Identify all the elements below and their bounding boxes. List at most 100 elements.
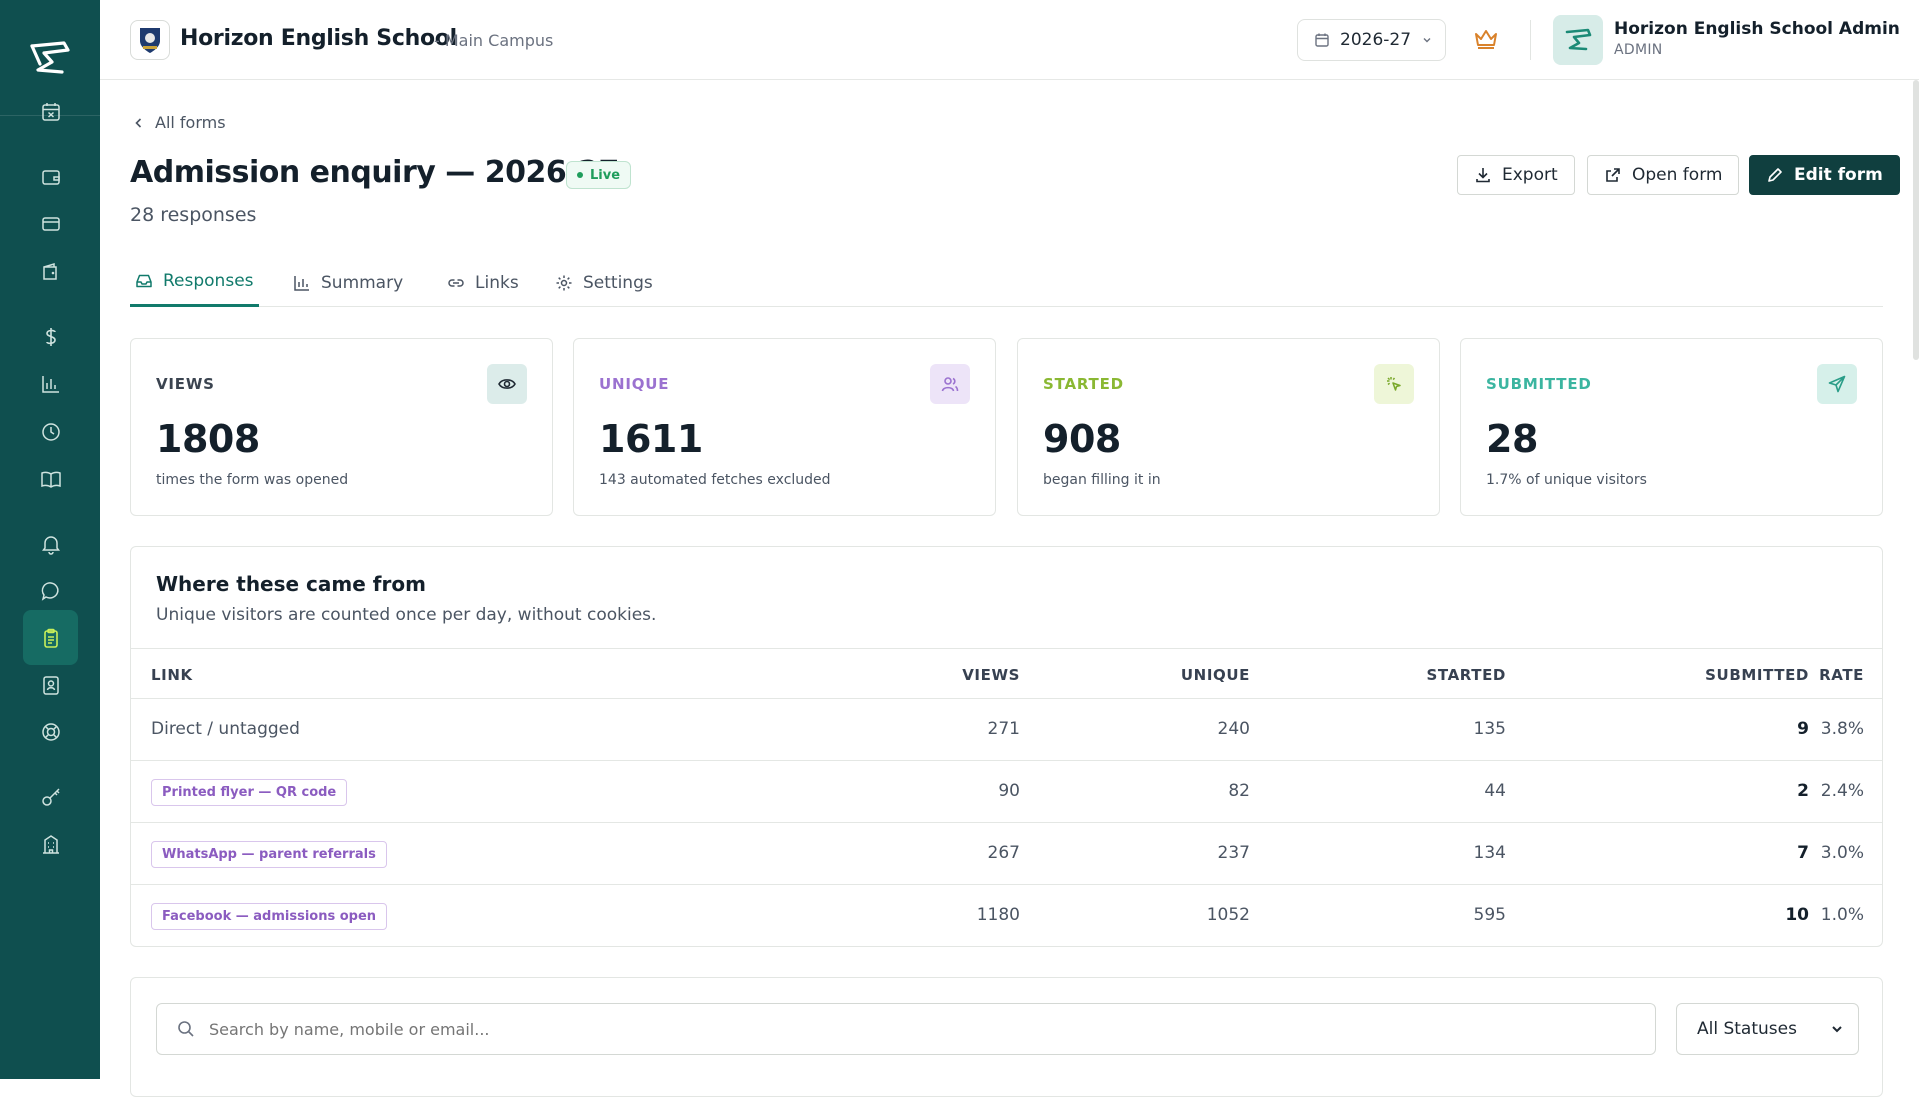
edit-form-button[interactable]: Edit form (1749, 155, 1900, 195)
school-name: Horizon English School (180, 26, 457, 51)
submitted-cell: 2 (1797, 781, 1809, 801)
search-input[interactable] (209, 1019, 1609, 1039)
col-link: LINK (151, 666, 193, 684)
sidebar-item-access[interactable] (23, 769, 78, 824)
sidebar-item-forms[interactable] (23, 610, 78, 665)
sidebar-item-reports[interactable] (23, 356, 78, 411)
stat-card-views: VIEWS 1808 times the form was opened (130, 338, 553, 516)
stat-card-started: STARTED 908 began filling it in (1017, 338, 1440, 516)
sidebar-item-wallet-2[interactable] (23, 244, 78, 299)
external-link-icon (1606, 168, 1620, 182)
views-cell: 267 (987, 843, 1020, 863)
sources-table-header: LINK VIEWS UNIQUE STARTED SUBMITTED RATE (131, 648, 1882, 699)
search-box[interactable] (156, 1003, 1656, 1055)
page-scrollbar[interactable] (1913, 80, 1919, 360)
avatar-logo-icon (1565, 28, 1592, 51)
admin-avatar[interactable] (1553, 15, 1603, 65)
status-dot (577, 172, 583, 178)
tab-responses[interactable]: Responses (130, 258, 259, 307)
download-icon (1476, 168, 1490, 183)
col-rate: RATE (1819, 666, 1864, 684)
views-cell: 90 (998, 781, 1020, 801)
credit-card-icon (41, 216, 60, 231)
sources-panel: Where these came from Unique visitors ar… (130, 546, 1883, 947)
users-icon (930, 364, 970, 404)
tab-summary-label: Summary (321, 272, 404, 293)
sidebar-item-messages[interactable] (23, 563, 78, 618)
tab-links-label: Links (475, 272, 519, 293)
status-filter-value: All Statuses (1697, 1019, 1797, 1039)
stat-label: STARTED (1043, 375, 1124, 393)
back-to-all-forms-link[interactable]: All forms (133, 113, 226, 132)
sidebar-item-admissions[interactable] (23, 657, 78, 712)
stat-value: 908 (1043, 417, 1121, 461)
pencil-icon (1768, 168, 1782, 182)
table-row[interactable]: Printed flyer — QR code 90 82 44 2 2.4% (131, 761, 1882, 823)
status-badge: Live (566, 161, 632, 189)
link-tag[interactable]: WhatsApp — parent referrals (151, 841, 387, 868)
tab-settings[interactable]: Settings (550, 258, 658, 307)
stat-label: UNIQUE (599, 375, 670, 393)
stat-card-submitted: SUBMITTED 28 1.7% of unique visitors (1460, 338, 1883, 516)
export-button[interactable]: Export (1457, 155, 1575, 195)
col-views: VIEWS (962, 666, 1020, 684)
col-started: STARTED (1426, 666, 1506, 684)
sidebar-item-calendar[interactable] (23, 84, 78, 139)
clock-icon (41, 422, 60, 441)
campus-name: - Main Campus (434, 31, 554, 50)
views-cell: 1180 (976, 905, 1020, 925)
lifebuoy-icon (41, 722, 60, 741)
link-tag[interactable]: Printed flyer — QR code (151, 779, 348, 806)
crown-icon[interactable] (1473, 26, 1499, 56)
sidebar-item-cards[interactable] (23, 196, 78, 251)
open-form-button[interactable]: Open form (1587, 155, 1740, 195)
building-icon (42, 834, 59, 854)
stat-label: SUBMITTED (1486, 375, 1592, 393)
status-filter-select[interactable]: All Statuses (1676, 1003, 1859, 1055)
sources-title: Where these came from (156, 572, 426, 596)
inbox-icon (136, 274, 152, 288)
link-cell: Direct / untagged (151, 719, 300, 739)
stat-card-unique: UNIQUE 1611 143 automated fetches exclud… (573, 338, 996, 516)
tab-links[interactable]: Links (442, 258, 524, 307)
book-open-icon (40, 471, 61, 488)
sidebar-item-campus[interactable] (23, 816, 78, 871)
stat-subtext: 143 automated fetches excluded (599, 472, 831, 488)
rate-cell: 3.8% (1820, 719, 1864, 739)
key-icon (41, 787, 60, 806)
started-cell: 134 (1473, 843, 1506, 863)
link-icon (448, 278, 464, 287)
sidebar-item-fees[interactable] (23, 309, 78, 364)
tab-settings-label: Settings (583, 272, 653, 293)
tab-summary[interactable]: Summary (288, 258, 408, 307)
sidebar-item-library[interactable] (23, 451, 78, 506)
bar-chart-icon (294, 275, 309, 291)
sidebar-item-notifications[interactable] (23, 516, 78, 571)
page-title: Admission enquiry — 2026-27 (130, 155, 619, 190)
table-row[interactable]: Direct / untagged 271 240 135 9 3.8% (131, 699, 1882, 761)
sidebar-item-history[interactable] (23, 404, 78, 459)
search-icon (178, 1021, 194, 1037)
clipboard-icon (43, 628, 58, 648)
rate-cell: 2.4% (1820, 781, 1864, 801)
admin-name[interactable]: Horizon English School Admin (1614, 19, 1900, 39)
logo-icon (30, 40, 70, 74)
sidebar-item-support[interactable] (23, 704, 78, 759)
link-tag[interactable]: Facebook — admissions open (151, 903, 388, 930)
submitted-cell: 10 (1785, 905, 1809, 925)
stat-value: 1808 (156, 417, 260, 461)
sidebar-item-wallet[interactable] (23, 149, 78, 204)
table-row[interactable]: WhatsApp — parent referrals 267 237 134 7 3.0… (131, 823, 1882, 885)
col-unique: UNIQUE (1180, 666, 1250, 684)
calendar-icon (1315, 33, 1329, 47)
table-row[interactable]: Facebook — admissions open 1180 1052 595 10 1… (131, 885, 1882, 946)
stat-value: 28 (1486, 417, 1538, 461)
academic-year-select[interactable]: 2026-27 (1297, 19, 1446, 61)
academic-year-value: 2026-27 (1340, 30, 1412, 50)
sparkle-cursor-icon (1374, 364, 1414, 404)
wallet-icon (41, 169, 60, 185)
send-icon (1817, 364, 1857, 404)
export-label: Export (1502, 165, 1558, 185)
crest-icon (140, 28, 160, 53)
header-divider (1530, 20, 1531, 60)
